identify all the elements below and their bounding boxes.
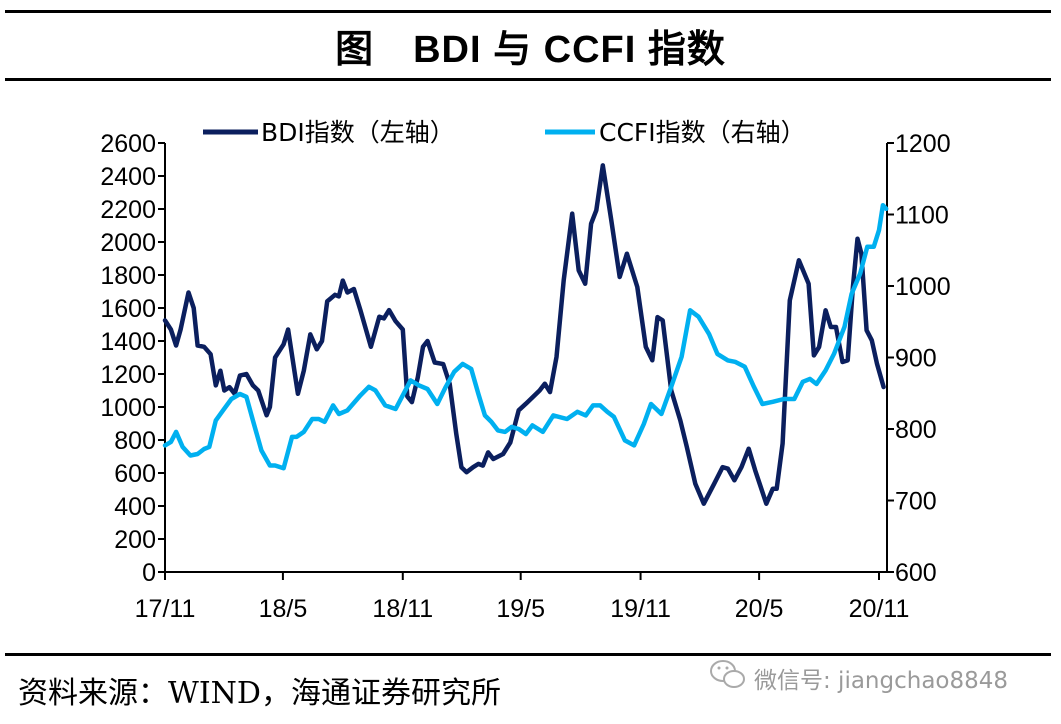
- left-tick-label: 600: [114, 460, 156, 488]
- left-tick-label: 2000: [100, 229, 156, 257]
- axes: [158, 142, 894, 580]
- left-tick-label: 800: [114, 427, 156, 455]
- x-tick-label: 19/5: [496, 595, 545, 623]
- wechat-icon: [708, 657, 748, 699]
- title-rule: [5, 78, 1051, 81]
- ccfi-series-line: [162, 202, 889, 471]
- left-tick-label: 0: [142, 559, 156, 587]
- left-tick-label: 2200: [100, 196, 156, 224]
- x-tick-label: 17/11: [135, 595, 196, 623]
- x-tick-label: 19/11: [610, 595, 671, 623]
- x-tick-label: 18/11: [372, 595, 433, 623]
- footer-rule: [5, 653, 1051, 656]
- tick-labels: 0 200 400 600 800 1000 1200 1400 1600 1800 2000 220…: [100, 130, 950, 623]
- x-tick-label: 20/11: [849, 595, 910, 623]
- source-note: 资料来源：WIND，海通证券研究所: [18, 676, 501, 711]
- right-tick-label: 700: [895, 488, 937, 516]
- left-tick-label: 2400: [100, 163, 156, 191]
- watermark-text: 微信号: jiangchao8848: [754, 668, 1009, 694]
- page-title: 图 BDI 与 CCFI 指数: [335, 29, 726, 71]
- left-tick-label: 1600: [100, 295, 156, 323]
- x-tick-label: 18/5: [259, 595, 308, 623]
- left-tick-label: 1200: [100, 361, 156, 389]
- right-tick-label: 900: [895, 345, 937, 373]
- left-tick-label: 400: [114, 493, 156, 521]
- right-tick-label: 1100: [895, 202, 949, 230]
- left-tick-label: 1000: [100, 394, 156, 422]
- watermark: 微信号: jiangchao8848: [708, 657, 1008, 699]
- left-tick-label: 200: [114, 526, 156, 554]
- series-lines: [162, 163, 889, 506]
- left-tick-label: 1800: [100, 262, 156, 290]
- right-tick-label: 1200: [895, 130, 951, 158]
- legend: BDI指数（左轴） CCFI指数（右轴）: [203, 118, 806, 147]
- legend-label-ccfi: CCFI指数（右轴）: [599, 118, 806, 147]
- left-tick-label: 1400: [100, 328, 156, 356]
- right-tick-label: 800: [895, 416, 937, 444]
- right-tick-label: 1000: [895, 273, 951, 301]
- legend-label-bdi: BDI指数（左轴）: [261, 118, 455, 147]
- bdi-series-line: [162, 163, 886, 506]
- top-rule: [5, 10, 1051, 13]
- right-tick-label: 600: [895, 559, 937, 587]
- x-tick-label: 20/5: [735, 595, 784, 623]
- left-tick-label: 2600: [100, 130, 156, 158]
